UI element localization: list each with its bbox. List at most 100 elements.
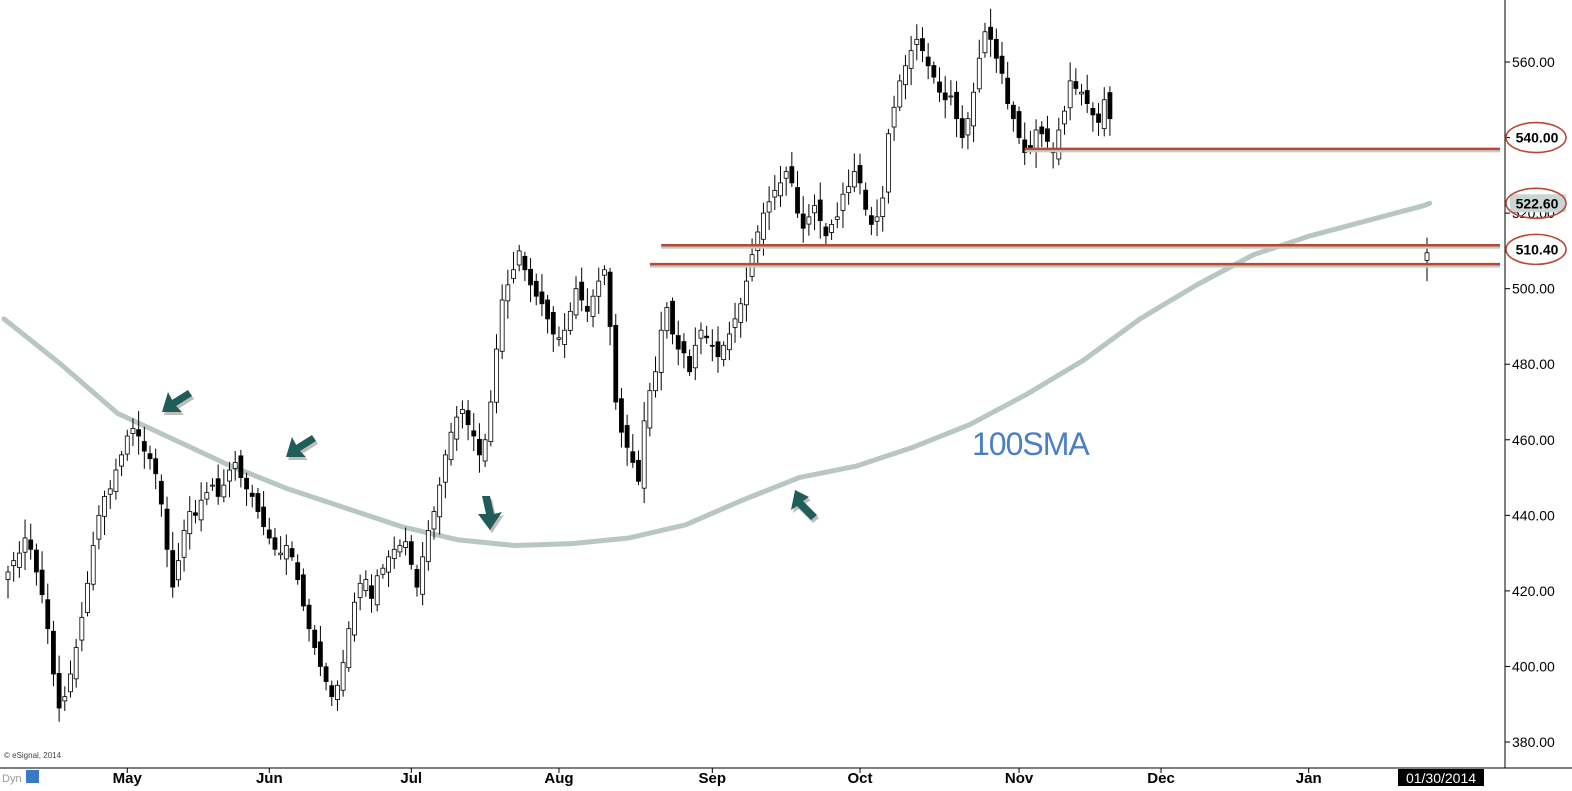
candle-body <box>425 530 431 562</box>
candle-body <box>840 193 846 211</box>
candle-body <box>175 560 181 581</box>
candle-body <box>283 545 289 560</box>
candle-body <box>505 284 511 302</box>
candle-body <box>619 398 624 433</box>
candle-body <box>198 499 204 521</box>
candle-body <box>636 459 641 482</box>
candle-body <box>863 189 869 210</box>
candle-body <box>68 673 73 693</box>
candle-body <box>795 187 800 214</box>
candle-body <box>1084 90 1090 104</box>
candle-body <box>806 216 812 225</box>
candle-body <box>374 575 380 606</box>
candle-body <box>886 133 891 193</box>
candlestick-series <box>5 8 1430 722</box>
candle-body <box>45 599 51 630</box>
candle-body <box>73 647 79 680</box>
candle-body <box>153 458 159 475</box>
price-markers: 540.00 522.60 510.40 <box>1505 121 1567 266</box>
candle-body <box>664 307 670 332</box>
candle-body <box>857 165 863 184</box>
candle-body <box>499 299 505 352</box>
y-tick-label: 460.00 <box>1512 432 1555 448</box>
candle-body <box>295 562 301 580</box>
candle-body <box>704 335 710 339</box>
chart-credit: © eSignal, 2014 <box>4 751 62 760</box>
candle-body <box>874 216 880 222</box>
candle-body <box>221 484 227 498</box>
candle-body <box>62 696 68 702</box>
candle-body <box>278 552 284 556</box>
candle-body <box>193 512 198 516</box>
candle-body <box>437 484 443 518</box>
candle-body <box>90 545 96 585</box>
candle-body <box>766 201 772 213</box>
candle-body <box>187 511 193 535</box>
candle-body <box>329 685 335 698</box>
candle-body <box>369 585 374 599</box>
candle-body <box>670 300 675 335</box>
x-tick-label: Jun <box>256 770 283 786</box>
candle-body <box>227 469 232 482</box>
date-badge-bg <box>1398 769 1484 786</box>
candle-body <box>477 438 482 456</box>
candle-body <box>1056 129 1062 160</box>
price-marker-circle <box>1505 121 1567 154</box>
candle-body <box>317 641 323 667</box>
candle-body <box>34 549 39 573</box>
candle-body <box>959 118 965 138</box>
price-marker-circle <box>1505 233 1567 266</box>
candle-body <box>210 484 215 487</box>
candle-body <box>488 401 494 443</box>
candle-body <box>454 416 460 440</box>
candle-body <box>567 310 573 331</box>
candle-body <box>1096 113 1101 123</box>
candle-body <box>380 567 386 575</box>
candle-body <box>579 281 585 301</box>
last-candle-body <box>1424 252 1430 261</box>
candle-body <box>800 213 806 229</box>
candle-body <box>783 171 789 179</box>
candle-body <box>386 556 391 573</box>
candle-body <box>1039 126 1045 135</box>
x-tick-label: Oct <box>847 770 872 786</box>
candle-body <box>954 91 959 120</box>
candle-body <box>982 31 988 54</box>
candle-body <box>465 410 471 426</box>
price-marker-label: 522.60 <box>1516 195 1559 211</box>
candle-body <box>289 548 295 558</box>
candle-body <box>136 429 142 437</box>
y-tick-label: 400.00 <box>1512 658 1555 674</box>
candle-body <box>965 118 971 136</box>
y-tick-label: 420.00 <box>1512 583 1555 599</box>
sma-label: 100SMA <box>972 426 1090 462</box>
arrow-annotation <box>162 390 192 412</box>
candle-body <box>56 673 62 709</box>
candle-body <box>1101 99 1107 129</box>
candle-body <box>448 431 454 461</box>
candle-body <box>1090 107 1096 116</box>
candle-body <box>562 329 568 345</box>
candle-body <box>607 271 613 327</box>
candle-body <box>79 616 85 641</box>
candle-body <box>1033 129 1039 150</box>
candle-body <box>829 224 834 233</box>
arrow-annotation <box>478 496 502 530</box>
candle-body <box>880 197 886 217</box>
candle-body <box>1016 111 1022 138</box>
candle-body <box>993 38 999 59</box>
candle-body <box>709 344 715 347</box>
candle-body <box>772 190 778 198</box>
candle-body <box>414 568 420 588</box>
candle-body <box>357 582 363 598</box>
candle-body <box>891 106 897 128</box>
candle-body <box>96 514 102 540</box>
candle-body <box>124 435 130 455</box>
candle-body <box>851 171 857 188</box>
candle-body <box>363 579 369 592</box>
candle-body <box>641 420 647 489</box>
candle-body <box>846 186 852 194</box>
candle-body <box>533 280 539 297</box>
candle-body <box>346 628 352 669</box>
y-tick-label: 380.00 <box>1512 734 1555 750</box>
